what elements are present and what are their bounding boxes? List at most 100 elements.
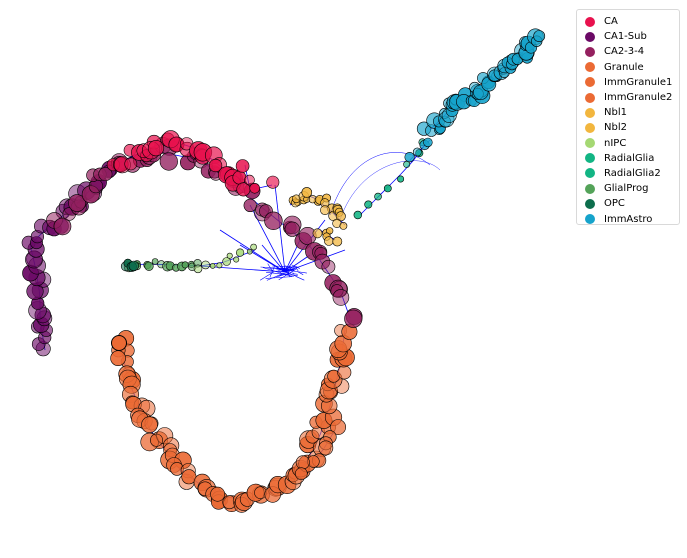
cell-point <box>98 167 113 182</box>
legend-item: CA <box>585 14 679 29</box>
cell-point <box>344 309 363 328</box>
legend-label: Nbl2 <box>604 122 627 134</box>
legend-item: Nbl2 <box>585 120 679 135</box>
cell-point <box>150 433 164 447</box>
cell-point <box>397 175 405 183</box>
legend-label: ImmAstro <box>604 213 653 225</box>
legend-marker <box>585 107 595 118</box>
cell-point <box>232 170 247 185</box>
cell-point <box>110 350 126 367</box>
cell-point <box>423 137 433 148</box>
legend-item: OPC <box>585 196 679 211</box>
cell-point <box>332 236 343 247</box>
trajectory-curve <box>329 152 431 216</box>
branch-edge <box>266 272 284 281</box>
cell-point <box>403 160 411 168</box>
branch-edge <box>279 266 291 273</box>
branch-edge <box>260 266 293 270</box>
root-cell-point <box>111 335 127 351</box>
legend-label: CA2-3-4 <box>604 46 645 58</box>
legend-item: RadialGlia <box>585 151 679 166</box>
branch-edge <box>295 266 299 271</box>
cell-point <box>53 217 72 236</box>
legend-label: nIPC <box>604 137 627 149</box>
cell-point <box>209 263 216 269</box>
cell-point <box>332 289 350 306</box>
cell-point <box>284 221 300 237</box>
legend-item: ImmGranule1 <box>585 75 679 90</box>
cell-point <box>159 152 178 171</box>
branch-edge <box>265 276 294 279</box>
cell-point <box>250 243 257 251</box>
cell-point <box>216 262 223 269</box>
legend-item: GlialProg <box>585 181 679 196</box>
cell-point <box>383 184 392 193</box>
cell-point <box>295 455 310 470</box>
cell-point <box>330 419 346 435</box>
cell-point <box>181 261 189 269</box>
cell-point <box>81 185 100 204</box>
legend-label: RadialGlia <box>604 152 655 164</box>
cell-point <box>412 147 422 157</box>
legend-item: Nbl1 <box>585 105 679 120</box>
legend-marker <box>585 153 595 164</box>
legend-label: Granule <box>604 61 644 73</box>
legend-label: Nbl1 <box>604 107 627 119</box>
cell-point <box>353 210 362 220</box>
branch-edge <box>297 271 304 275</box>
legend-item: CA2-3-4 <box>585 44 679 59</box>
legend-marker <box>585 183 595 194</box>
cell-point <box>141 416 158 434</box>
legend-marker <box>585 77 595 88</box>
cell-point <box>246 483 265 502</box>
branch-edge <box>274 184 286 273</box>
legend-label: OPC <box>604 198 625 210</box>
branch-edge <box>267 263 273 272</box>
cell-point <box>533 30 546 42</box>
branch-edge <box>291 264 301 269</box>
cell-point <box>320 205 330 215</box>
legend-marker <box>585 31 595 42</box>
legend-item: ImmAstro <box>585 211 679 226</box>
cell-point <box>294 467 308 481</box>
cell-point <box>264 211 283 231</box>
cell-point <box>249 183 260 194</box>
branch-edge <box>249 204 286 273</box>
branch-edge <box>292 273 298 275</box>
cell-point <box>312 228 323 239</box>
branch-edge <box>259 271 274 281</box>
legend-label: ImmGranule1 <box>604 76 673 88</box>
legend: CA CA1-Sub CA2-3-4 Granule ImmGranule1 ImmGra… <box>576 9 680 225</box>
legend-label: CA1-Sub <box>604 31 647 43</box>
legend-item: CA1-Sub <box>585 29 679 44</box>
legend-label: ImmGranule2 <box>604 92 673 104</box>
branch-edge <box>296 276 305 281</box>
cell-point <box>151 258 159 265</box>
legend-item: ImmGranule2 <box>585 90 679 105</box>
cell-point <box>321 259 336 274</box>
cell-point <box>324 236 334 246</box>
branch-edge <box>278 268 297 281</box>
legend-marker <box>585 168 595 179</box>
cell-point <box>235 159 250 173</box>
legend-label: CA <box>604 16 618 28</box>
branch-edge <box>261 244 286 273</box>
branch-edge <box>219 229 286 273</box>
legend-item: Granule <box>585 60 679 75</box>
cell-point <box>226 252 233 259</box>
legend-label: RadialGlia2 <box>604 167 661 179</box>
legend-marker <box>585 62 595 73</box>
cell-point <box>140 432 159 452</box>
legend-marker <box>585 92 595 103</box>
cell-point <box>339 221 348 230</box>
cell-point <box>244 174 255 186</box>
cell-point <box>374 192 382 201</box>
legend-item: RadialGlia2 <box>585 166 679 181</box>
cell-point <box>318 440 334 456</box>
cell-point <box>68 194 86 212</box>
cell-point <box>124 157 138 171</box>
legend-marker <box>585 214 595 225</box>
cell-point <box>222 257 231 266</box>
cell-point <box>144 261 154 271</box>
